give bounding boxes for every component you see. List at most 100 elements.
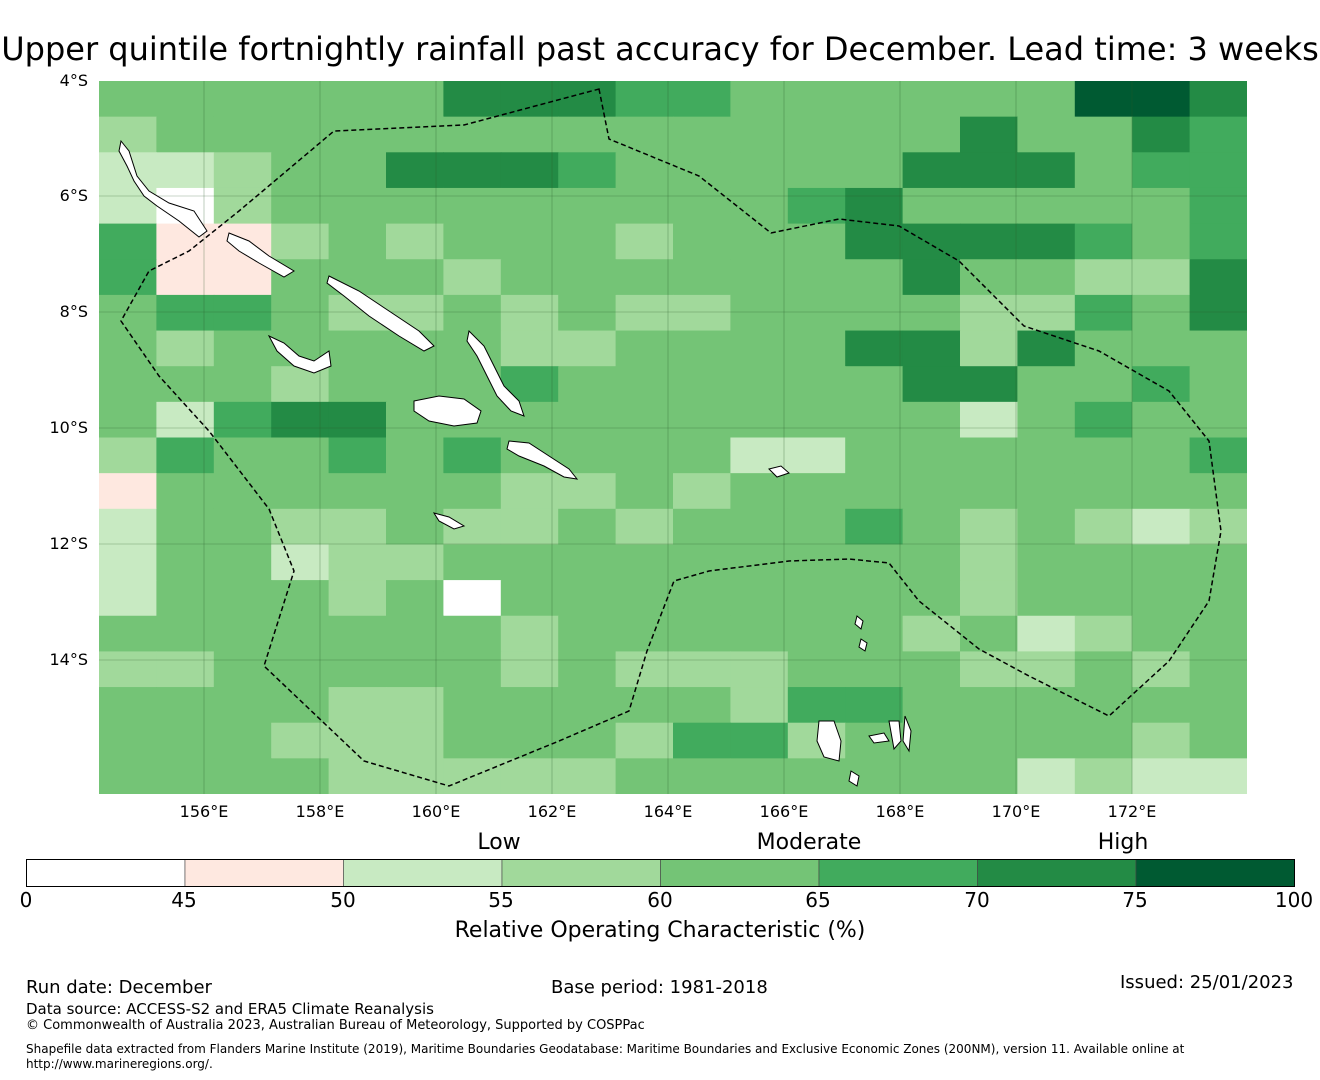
map-cell xyxy=(500,580,559,617)
map-cell xyxy=(386,437,444,474)
map-cell xyxy=(213,81,272,118)
colorbar-tick: 45 xyxy=(171,888,197,912)
lon-label: 166°E xyxy=(759,802,809,821)
colorbar-tick: 55 xyxy=(488,888,514,912)
colorbar xyxy=(26,859,1295,887)
map-cell xyxy=(845,330,904,367)
map-cell xyxy=(902,187,961,225)
map-cell xyxy=(386,508,444,546)
map-cell xyxy=(386,580,444,617)
map-cell xyxy=(99,223,157,260)
lon-label: 170°E xyxy=(991,802,1041,821)
map-cell xyxy=(271,116,330,153)
map-cell xyxy=(328,187,387,225)
map-cell xyxy=(1074,116,1133,153)
map-cell xyxy=(558,152,617,189)
map-cell xyxy=(213,294,272,332)
map-cell xyxy=(787,330,846,367)
map-cell xyxy=(213,152,272,189)
map-cell xyxy=(673,651,731,688)
map-cell xyxy=(1074,81,1133,118)
map-cell xyxy=(1132,116,1191,153)
map-cell xyxy=(960,223,1018,260)
map-cell xyxy=(156,508,215,546)
choiseul-island xyxy=(226,232,295,278)
map-cell xyxy=(328,330,387,367)
map-cell xyxy=(558,116,617,153)
map-cell xyxy=(213,437,272,474)
map-cell xyxy=(1132,651,1191,688)
map-cell xyxy=(615,259,674,296)
vanuatu-ambae xyxy=(868,732,890,744)
map-cell xyxy=(558,473,617,510)
map-cell xyxy=(960,687,1018,724)
map-cell xyxy=(615,687,674,724)
map-cell xyxy=(845,687,904,724)
map-cell xyxy=(615,508,674,546)
map-cell xyxy=(271,437,330,474)
map-cell xyxy=(902,401,961,439)
map-cell xyxy=(615,544,674,581)
map-cell xyxy=(156,758,215,794)
map-cell xyxy=(156,544,215,581)
map-cell xyxy=(1074,187,1133,225)
map-cell xyxy=(615,294,674,332)
map-cell xyxy=(500,615,559,652)
map-cell xyxy=(1017,223,1076,260)
guadalcanal-island xyxy=(413,395,482,427)
map-cell xyxy=(845,651,904,688)
map-cell xyxy=(99,294,157,332)
map-cell xyxy=(156,330,215,367)
colorbar-bin xyxy=(343,859,503,887)
map-cell xyxy=(271,152,330,189)
map-cell xyxy=(1074,615,1133,652)
map-cell xyxy=(558,687,617,724)
vanuatu-malekula xyxy=(888,720,902,751)
map-cell xyxy=(730,366,789,403)
map-cell xyxy=(787,508,846,546)
map-cell xyxy=(156,116,215,153)
map-cell xyxy=(99,437,157,474)
map-cell xyxy=(213,758,272,794)
map-cell xyxy=(787,152,846,189)
map-cell xyxy=(1189,687,1247,724)
map-cell xyxy=(1017,116,1076,153)
map-cell xyxy=(902,651,961,688)
map-cell xyxy=(271,223,330,260)
map-cell xyxy=(730,259,789,296)
banks-islands xyxy=(858,638,868,652)
map-cell xyxy=(960,615,1018,652)
map-cell xyxy=(845,223,904,260)
map-cell xyxy=(386,366,444,403)
map-cell xyxy=(1189,758,1247,794)
map-cell xyxy=(213,187,272,225)
new-georgia-island xyxy=(267,334,332,374)
map-cell xyxy=(558,330,617,367)
map-cell xyxy=(271,580,330,617)
map-cell xyxy=(730,758,789,794)
map-cell xyxy=(1189,116,1247,153)
map-cell xyxy=(213,651,272,688)
map-cell xyxy=(1074,223,1133,260)
map-cell xyxy=(271,401,330,439)
map-cell xyxy=(960,81,1018,118)
map-cell xyxy=(1017,544,1076,581)
map-cell xyxy=(1074,722,1133,759)
map-cell xyxy=(156,366,215,403)
map-cell xyxy=(1017,330,1076,367)
map-cell xyxy=(787,294,846,332)
run-date: Run date: December xyxy=(26,977,212,998)
map-cell xyxy=(1074,152,1133,189)
map-cell xyxy=(673,722,731,759)
map-cell xyxy=(1189,187,1247,225)
map-cell xyxy=(960,366,1018,403)
map-cell xyxy=(386,116,444,153)
colorbar-bin xyxy=(977,859,1137,887)
map-cell xyxy=(1074,758,1133,794)
map-cell xyxy=(902,366,961,403)
map-cell xyxy=(1017,187,1076,225)
map-cell xyxy=(730,401,789,439)
map-cell xyxy=(902,722,961,759)
santa-isabel-island xyxy=(326,275,435,352)
map-cell xyxy=(960,473,1018,510)
